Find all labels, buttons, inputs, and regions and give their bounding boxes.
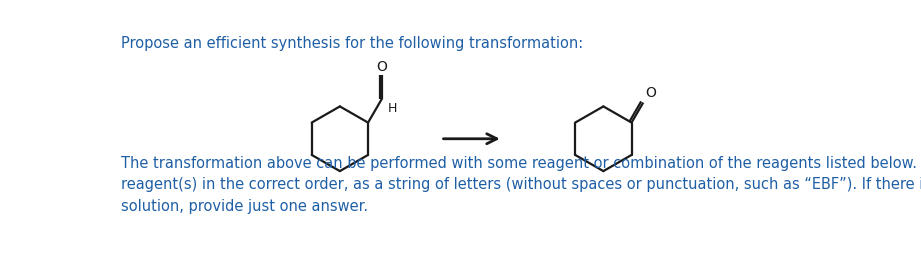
Text: O: O	[376, 60, 387, 74]
Text: The transformation above can be performed with some reagent or combination of th: The transformation above can be performe…	[121, 156, 921, 214]
Text: H: H	[389, 102, 398, 115]
Text: Propose an efficient synthesis for the following transformation:: Propose an efficient synthesis for the f…	[121, 36, 583, 51]
Text: O: O	[646, 86, 657, 100]
